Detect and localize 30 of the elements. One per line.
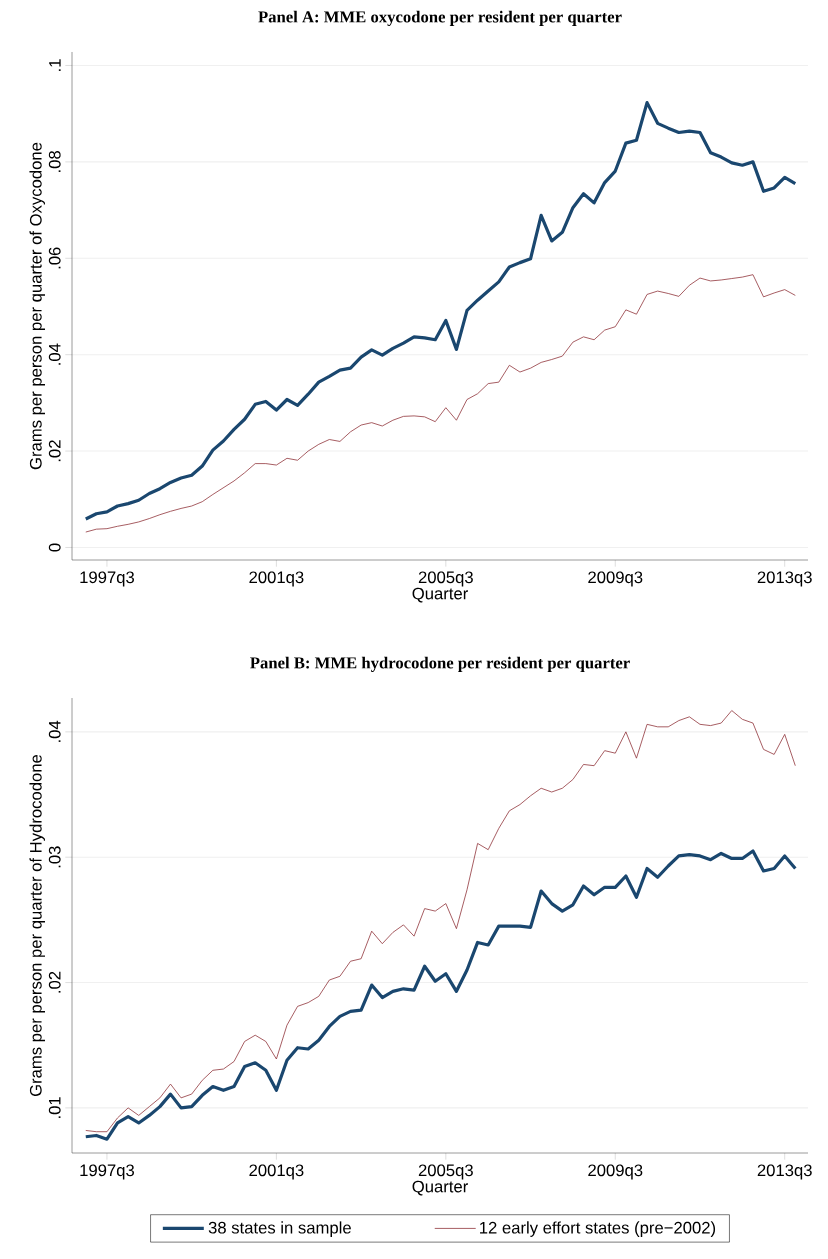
chart-title: Panel B: MME hydrocodone per resident per quarter xyxy=(250,656,630,672)
x-tick-label: 1997q3 xyxy=(80,1164,135,1180)
y-tick-label: 0 xyxy=(48,543,61,552)
y-tick-label: .08 xyxy=(48,151,61,172)
y-tick-label: .04 xyxy=(48,720,61,742)
x-tick-label: 2001q3 xyxy=(249,571,304,587)
line-series xyxy=(85,710,796,1133)
y-tick-label: .02 xyxy=(48,971,61,993)
x-tick-label: 2013q3 xyxy=(757,571,812,587)
y-tick-label: .03 xyxy=(48,846,61,868)
y-tick-label: .06 xyxy=(48,247,61,269)
x-tick-label: 1997q3 xyxy=(80,571,135,587)
y-tick-label: .04 xyxy=(48,343,61,365)
line-series xyxy=(84,101,797,521)
chart-title: Panel A: MME oxycodone per resident per quarter xyxy=(258,10,622,26)
x-axis-title: Quarter xyxy=(412,1180,468,1196)
x-tick-label: 2009q3 xyxy=(588,571,643,587)
x-tick-label: 2005q3 xyxy=(418,571,473,587)
y-tick-label: .1 xyxy=(49,59,61,71)
x-tick-label: 2013q3 xyxy=(757,1164,812,1180)
y-tick-label: .01 xyxy=(48,1097,61,1118)
legend-label: 38 states in sample xyxy=(208,1221,351,1237)
legend-label: 12 early effort states (pre−2002) xyxy=(480,1221,716,1237)
y-tick-label: .02 xyxy=(48,440,61,462)
y-axis-title: Grams per person per quarter of Oxycodone xyxy=(29,142,45,470)
x-tick-label: 2005q3 xyxy=(418,1164,473,1180)
x-tick-label: 2001q3 xyxy=(249,1164,304,1180)
y-axis-title: Grams per person per quarter of Hydrocodone xyxy=(29,754,45,1097)
x-tick-label: 2009q3 xyxy=(588,1164,643,1180)
x-axis-title: Quarter xyxy=(412,587,468,603)
